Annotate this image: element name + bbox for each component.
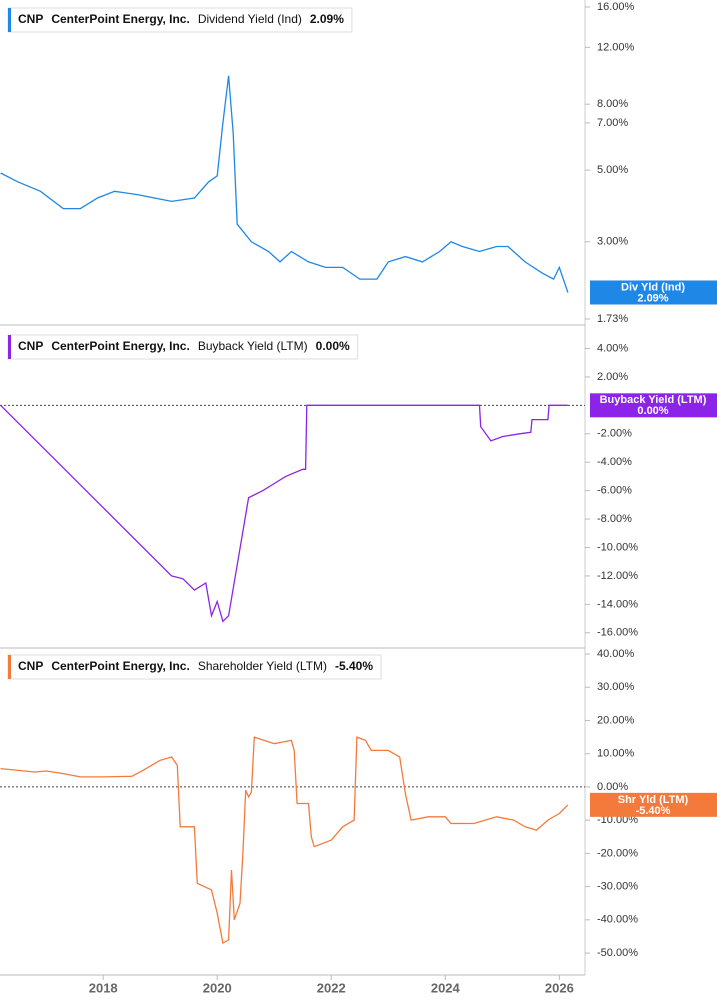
series-line — [0, 404, 568, 623]
x-tick-label: 2020 — [203, 980, 232, 995]
header-value-label: 0.00% — [316, 339, 350, 353]
y-tick-label: 8.00% — [597, 98, 628, 110]
series-line — [0, 736, 569, 945]
value-badge — [590, 393, 717, 418]
y-tick-label: 4.00% — [597, 342, 628, 354]
y-tick-label: 20.00% — [597, 714, 635, 726]
value-badge — [590, 280, 717, 305]
header-ticker: CNP — [18, 659, 43, 673]
header-company: CenterPoint Energy, Inc. — [51, 339, 189, 353]
y-tick-label: 5.00% — [597, 164, 628, 176]
header-ticker: CNP — [18, 339, 43, 353]
panel: 16.00% 12.00% 8.00% 7.00% 5.00% 3.00% 1.73% CNP… — [0, 1, 717, 325]
y-tick-label: 12.00% — [597, 41, 635, 53]
y-tick-label: -40.00% — [597, 914, 638, 926]
panel: 40.00% 30.00% 20.00% 10.00% 0.00% -10.00% -20.… — [0, 648, 717, 995]
header: CNP CenterPoint Energy, Inc. Dividend Yiel… — [7, 7, 353, 33]
header-accent — [8, 655, 11, 679]
x-tick-label: 2026 — [545, 980, 574, 995]
header-company: CenterPoint Energy, Inc. — [51, 659, 189, 673]
y-tick-label: 40.00% — [597, 648, 635, 660]
x-tick-label: 2022 — [317, 980, 346, 995]
header-box — [7, 334, 359, 360]
badge-name: Buyback Yield (LTM) — [600, 394, 707, 406]
panel: 4.00% 2.00% -2.00% -4.00% -6.00% -8.00% -10.00… — [0, 334, 717, 639]
y-tick-label: -20.00% — [597, 847, 638, 859]
value-badge — [590, 792, 717, 817]
y-tick-label: -10.00% — [597, 814, 638, 826]
header-ticker: CNP — [18, 12, 43, 26]
x-tick-label: 2018 — [89, 980, 118, 995]
header: CNP CenterPoint Energy, Inc. Buyback Yield… — [7, 334, 359, 360]
y-tick-label: 3.00% — [597, 236, 628, 248]
y-tick-label: 2.00% — [597, 371, 628, 383]
header-value-label: -5.40% — [335, 659, 373, 673]
y-tick-label: 7.00% — [597, 117, 628, 129]
badge-name: Div Yld (Ind) — [621, 281, 685, 293]
badge-value: -5.40% — [636, 805, 671, 817]
y-tick-label: -2.00% — [597, 428, 632, 440]
y-tick-label: 1.73% — [597, 313, 628, 325]
y-tick-label: 30.00% — [597, 681, 635, 693]
y-tick-label: 16.00% — [597, 1, 635, 13]
y-tick-label: -4.00% — [597, 456, 632, 468]
header-accent — [8, 8, 11, 32]
header-accent — [8, 335, 11, 359]
y-tick-label: -8.00% — [597, 513, 632, 525]
badge-value: 0.00% — [637, 405, 668, 417]
y-tick-label: -50.00% — [597, 947, 638, 959]
x-tick-label: 2024 — [431, 980, 461, 995]
y-tick-label: -16.00% — [597, 627, 638, 639]
header-metric: Shareholder Yield (LTM) — [198, 659, 327, 673]
badge-name: Shr Yld (LTM) — [618, 794, 689, 806]
badge-value: 2.09% — [637, 292, 668, 304]
header-metric: Buyback Yield (LTM) — [198, 339, 308, 353]
series-line — [0, 75, 569, 293]
y-tick-label: -6.00% — [597, 485, 632, 497]
y-tick-label: -30.00% — [597, 881, 638, 893]
y-tick-label: 10.00% — [597, 748, 635, 760]
y-tick-label: -10.00% — [597, 541, 638, 553]
header: CNP CenterPoint Energy, Inc. Shareholder Y… — [7, 654, 382, 680]
header-value-label: 2.09% — [310, 12, 344, 26]
header-box — [7, 7, 353, 33]
header-metric: Dividend Yield (Ind) — [198, 12, 302, 26]
y-tick-label: 0.00% — [597, 781, 628, 793]
y-tick-label: -12.00% — [597, 570, 638, 582]
y-tick-label: -14.00% — [597, 598, 638, 610]
header-company: CenterPoint Energy, Inc. — [51, 12, 189, 26]
